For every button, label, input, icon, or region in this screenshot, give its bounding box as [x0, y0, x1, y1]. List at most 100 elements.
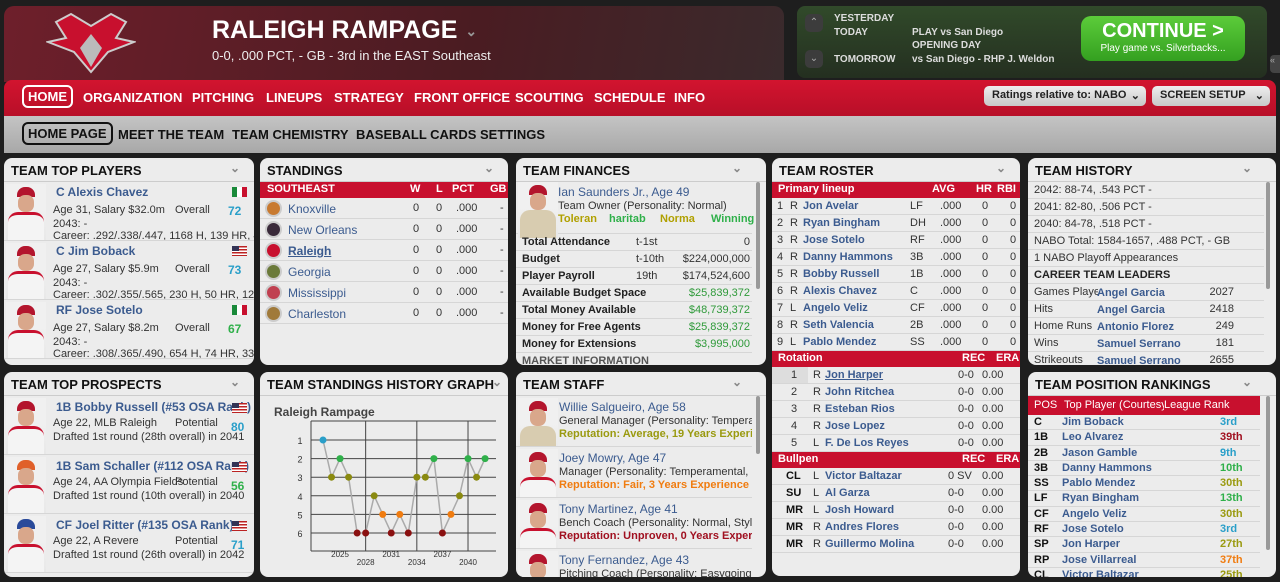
- ratings-relative-dropdown[interactable]: Ratings relative to: NABO ⌄: [984, 86, 1146, 106]
- finance-rank: t-10th: [636, 253, 665, 265]
- scrollbar[interactable]: [753, 378, 763, 571]
- team-name[interactable]: Knoxville: [288, 202, 337, 216]
- subnav-item-settings[interactable]: SETTINGS: [480, 127, 546, 142]
- team-name[interactable]: Mississippi: [288, 286, 347, 300]
- player-name[interactable]: Bobby Russell: [803, 268, 880, 280]
- player-name[interactable]: Guillermo Molina: [825, 538, 915, 550]
- player-name[interactable]: Jon Harper: [1062, 538, 1121, 551]
- nav-item-pitching[interactable]: PITCHING: [192, 90, 255, 105]
- nav-item-schedule[interactable]: SCHEDULE: [594, 90, 666, 105]
- player-name[interactable]: Jose Sotelo: [803, 234, 865, 246]
- col-header: AVG: [932, 183, 956, 195]
- leader-name[interactable]: Samuel Serrano: [1097, 355, 1181, 365]
- ranking-row: SS Pablo Mendez 30th: [1028, 476, 1260, 492]
- player-name[interactable]: RF Jose Sotelo: [56, 303, 143, 317]
- player-name[interactable]: Angelo Veliz: [803, 302, 868, 314]
- player-name[interactable]: Jose Lopez: [825, 420, 885, 432]
- player-name[interactable]: Angelo Veliz: [1062, 507, 1127, 520]
- prospect-name[interactable]: CF Joel Ritter (#135 OSA Rank): [56, 518, 234, 532]
- chevron-down-icon[interactable]: ⌄: [229, 161, 240, 175]
- player-name[interactable]: John Ritchea: [825, 386, 895, 398]
- chevron-down-icon[interactable]: ⌄: [1241, 161, 1252, 175]
- player-name[interactable]: C Jim Boback: [56, 244, 136, 258]
- team-name[interactable]: New Orleans: [288, 223, 358, 237]
- lineup-row: 5 R Bobby Russell 1B .000 0 0: [772, 266, 1020, 283]
- player-name[interactable]: Esteban Rios: [825, 403, 895, 415]
- player-name[interactable]: Jon Avelar: [803, 200, 859, 212]
- nav-item-strategy[interactable]: STRATEGY: [334, 90, 404, 105]
- chevron-down-icon[interactable]: ⌄: [731, 375, 742, 389]
- player-name[interactable]: Ryan Bingham: [803, 217, 881, 229]
- nav-item-lineups[interactable]: LINEUPS: [266, 90, 323, 105]
- player-name[interactable]: Al Garza: [825, 487, 870, 499]
- player-name[interactable]: Jose Villarreal: [1062, 553, 1137, 566]
- chevron-down-icon[interactable]: ⌄: [1241, 375, 1252, 389]
- player-name[interactable]: Jason Gamble: [1062, 446, 1138, 459]
- player-name[interactable]: Andres Flores: [825, 521, 899, 533]
- scrollbar[interactable]: [1263, 378, 1273, 571]
- player-name[interactable]: Josh Howard: [825, 504, 895, 516]
- schedule-up-button[interactable]: ⌃: [805, 14, 823, 32]
- leader-name[interactable]: Samuel Serrano: [1097, 338, 1181, 350]
- team-name[interactable]: Georgia: [288, 265, 331, 279]
- subnav-item-baseball-cards[interactable]: BASEBALL CARDS: [356, 127, 477, 142]
- player-name[interactable]: Victor Baltazar: [825, 470, 902, 482]
- nav-item-organization[interactable]: ORGANIZATION: [83, 90, 183, 105]
- col-header: ERA: [996, 453, 1020, 465]
- history-line: 1 NABO Playoff Appearances: [1034, 252, 1179, 264]
- prospect-name[interactable]: 1B Sam Schaller (#112 OSA Rank): [56, 459, 249, 473]
- continue-button[interactable]: CONTINUE > Play game vs. Silverbacks...: [1081, 16, 1245, 61]
- player-name[interactable]: Leo Alvarez: [1062, 431, 1124, 444]
- player-name[interactable]: Jose Sotelo: [1062, 523, 1124, 536]
- team-name[interactable]: Raleigh: [288, 244, 332, 258]
- chevron-down-icon[interactable]: ⌄: [229, 375, 240, 389]
- subnav-item-meet-the-team[interactable]: MEET THE TEAM: [118, 127, 225, 142]
- player-name[interactable]: Ryan Bingham: [1062, 492, 1140, 505]
- chevron-down-icon[interactable]: ⌄: [491, 375, 502, 389]
- player-name[interactable]: F. De Los Reyes: [825, 437, 909, 449]
- subnav-item-home-page[interactable]: HOME PAGE: [22, 122, 113, 145]
- collapse-sidebar-icon[interactable]: «: [1270, 55, 1280, 73]
- owner-name[interactable]: Ian Saunders Jr., Age 49: [558, 185, 690, 199]
- nav-item-scouting[interactable]: SCOUTING: [515, 90, 584, 105]
- staff-name[interactable]: Tony Fernandez, Age 43: [559, 553, 690, 567]
- screen-setup-dropdown[interactable]: SCREEN SETUP ⌄: [1152, 86, 1270, 106]
- team-name[interactable]: Charleston: [288, 307, 347, 321]
- scrollbar[interactable]: [753, 164, 763, 359]
- player-name[interactable]: Pablo Mendez: [1062, 477, 1136, 490]
- nav-item-front-office[interactable]: FRONT OFFICE: [414, 90, 511, 105]
- schedule-down-button[interactable]: ⌄: [805, 50, 823, 68]
- player-name[interactable]: Pablo Mendez: [803, 336, 877, 348]
- player-name[interactable]: Jim Boback: [1062, 416, 1124, 428]
- wins: 0: [413, 244, 420, 256]
- rotation-row: 3 R Esteban Rios 0-0 0.00: [772, 401, 1020, 418]
- leader-name[interactable]: Antonio Florez: [1097, 321, 1174, 333]
- subnav-item-team-chemistry[interactable]: TEAM CHEMISTRY: [232, 127, 349, 142]
- rotation-row: 2 R John Ritchea 0-0 0.00: [772, 384, 1020, 401]
- player-photo: [518, 551, 558, 577]
- standings-row: Knoxville 0 0 .000 -: [260, 198, 508, 219]
- team-name-dropdown[interactable]: RALEIGH RAMPAGE ⌄: [212, 16, 477, 45]
- chevron-down-icon[interactable]: ⌄: [483, 161, 494, 175]
- prospect-name[interactable]: 1B Bobby Russell (#53 OSA Rank): [56, 400, 251, 414]
- chevron-down-icon[interactable]: ⌄: [995, 161, 1006, 175]
- player-name[interactable]: Danny Hammons: [803, 251, 893, 263]
- player-name[interactable]: Seth Valencia: [803, 319, 874, 331]
- leader-name[interactable]: Angel Garcia: [1097, 304, 1165, 316]
- player-name[interactable]: Victor Baltazar: [1062, 568, 1139, 577]
- player-name[interactable]: Jon Harper: [825, 369, 884, 381]
- staff-name[interactable]: Joey Mowry, Age 47: [559, 451, 667, 465]
- throws: R: [813, 521, 821, 533]
- nav-item-home[interactable]: HOME: [22, 85, 73, 108]
- chevron-down-icon[interactable]: ⌄: [731, 161, 742, 175]
- player-name[interactable]: Danny Hammons: [1062, 461, 1152, 474]
- player-name[interactable]: C Alexis Chavez: [56, 185, 149, 199]
- finance-value: $174,524,600: [682, 270, 750, 282]
- leader-name[interactable]: Angel Garcia: [1097, 287, 1165, 299]
- staff-name[interactable]: Tony Martinez, Age 41: [559, 502, 678, 516]
- nav-item-info[interactable]: INFO: [674, 90, 706, 105]
- col-header: POS: [1034, 399, 1058, 411]
- staff-name[interactable]: Willie Salgueiro, Age 58: [559, 400, 686, 414]
- scrollbar[interactable]: [1263, 164, 1273, 359]
- player-name[interactable]: Alexis Chavez: [803, 285, 877, 297]
